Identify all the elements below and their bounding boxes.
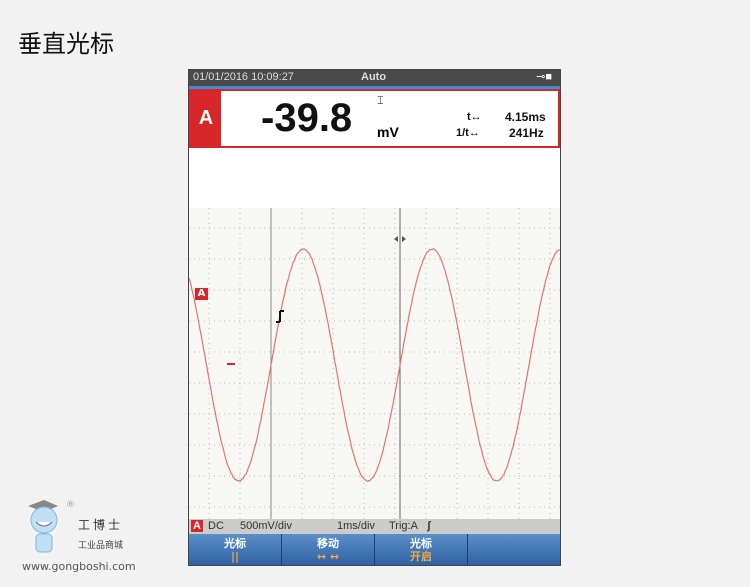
datetime: 01/01/2016 10:09:27: [193, 71, 294, 83]
t-value: 4.15ms: [505, 110, 546, 124]
softkey-bar: 光标 || 移动 ↔ ↔ 光标 开启: [189, 534, 560, 565]
channel-marker: A: [195, 288, 208, 300]
f-label: 1/t↔: [456, 127, 480, 139]
softkey-sub: ↔ ↔: [282, 550, 374, 563]
oscilloscope-screen: 01/01/2016 10:09:27 Auto ⊸■ A -39.8 ⌶ mV…: [188, 69, 561, 566]
softkey-move[interactable]: 移动 ↔ ↔: [282, 534, 375, 565]
time-per-div: 1ms/div: [337, 520, 375, 532]
top-bar: 01/01/2016 10:09:27 Auto ⊸■: [189, 70, 560, 86]
channel-badge: A: [191, 91, 221, 146]
volts-per-div: 500mV/div: [240, 520, 292, 532]
softkey-sub: 开启: [375, 550, 467, 563]
softkey-cursor-type[interactable]: 光标 ||: [189, 534, 282, 565]
trigger: Trig:A: [389, 520, 418, 532]
status-channel: A: [191, 520, 203, 532]
logo: ® 工博士 工业品商城 www.gongboshi.com: [14, 498, 154, 578]
softkey-sub: ||: [189, 550, 281, 563]
waveform-svg: [189, 208, 560, 519]
mode-label: Auto: [361, 71, 386, 83]
logo-brand: 工博士: [78, 516, 123, 533]
logo-url: www.gongboshi.com: [22, 560, 136, 573]
measurement-value: -39.8: [261, 96, 352, 141]
plug-icon: ⊸■: [536, 70, 552, 83]
measurement-unit: mV: [377, 124, 399, 140]
waveform-plot: A: [189, 208, 560, 519]
f-value: 241Hz: [509, 126, 544, 140]
waveform-trace: [189, 249, 560, 482]
logo-tagline: 工业品商城: [78, 538, 123, 551]
rising-edge-icon: ʃ: [427, 520, 431, 532]
page-title: 垂直光标: [18, 24, 114, 59]
coupling: DC: [208, 520, 224, 532]
softkey-label: 移动: [282, 537, 374, 550]
softkey-label: 光标: [375, 537, 467, 550]
vertical-cursor-icon: ⌶: [377, 95, 384, 108]
measurement-readout: A -39.8 ⌶ mV t↔ 4.15ms 1/t↔ 241Hz: [189, 89, 560, 148]
trigger-marker: [276, 311, 284, 322]
status-bar: A DC 500mV/div 1ms/div Trig:A ʃ: [189, 519, 560, 534]
softkey-cursor-on[interactable]: 光标 开启: [375, 534, 468, 565]
mascot-icon: [14, 498, 74, 558]
softkey-empty[interactable]: [468, 534, 560, 565]
t-label: t↔: [467, 111, 482, 123]
softkey-label: 光标: [189, 537, 281, 550]
